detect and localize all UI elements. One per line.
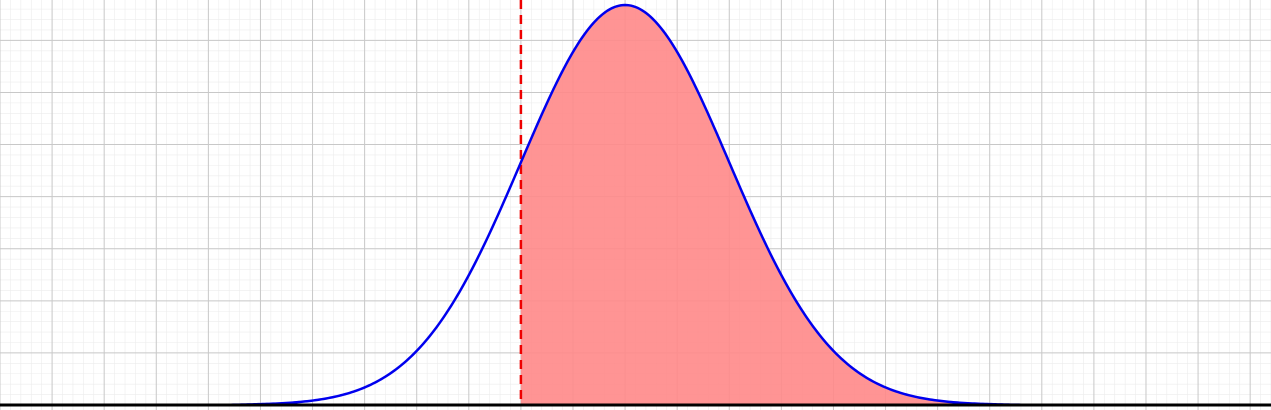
shaded-area	[520, 5, 1271, 405]
